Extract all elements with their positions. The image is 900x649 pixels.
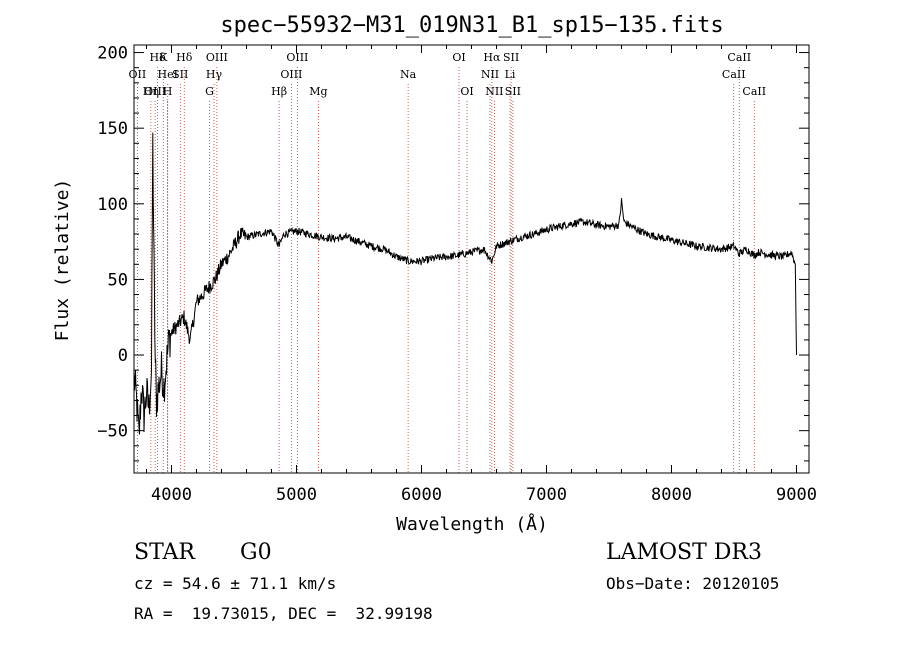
- y-tick-label: 200: [97, 44, 128, 64]
- spectral-line-label: CaII: [742, 85, 766, 98]
- spectral-line-label: OIII: [206, 51, 228, 64]
- spectral-line-label: Hβ: [271, 85, 287, 98]
- spectral-line-label: SII: [503, 51, 519, 64]
- spectral-line-label: OI: [460, 85, 473, 98]
- plot-frame: [133, 44, 810, 474]
- y-tick-label: −50: [97, 422, 128, 442]
- survey-name: LAMOST DR3: [606, 540, 762, 565]
- y-tick-label: 150: [97, 119, 128, 139]
- coordinates: RA = 19.73015, DEC = 32.99198: [134, 604, 433, 623]
- object-class: STAR: [134, 540, 195, 565]
- x-tick-label: 6000: [401, 485, 442, 505]
- spectral-line-label: OI: [452, 51, 465, 64]
- redshift-readout: cz = 54.6 ± 71.1 km/s: [134, 574, 337, 593]
- spectral-line-label: OIII: [280, 68, 302, 81]
- y-tick-label: 100: [97, 195, 128, 215]
- spectral-line-label: OIII: [144, 85, 166, 98]
- x-tick-label: 4000: [151, 485, 192, 505]
- x-tick-label: 9000: [776, 485, 817, 505]
- spectral-line-label: K: [159, 51, 168, 64]
- spectral-line-label: HeI: [158, 68, 178, 81]
- object-subclass: G0: [240, 540, 272, 565]
- spectrum-line: [133, 132, 797, 435]
- spectral-line-label: Na: [400, 68, 417, 81]
- spectral-line-label: Li: [505, 68, 516, 81]
- x-tick-label: 8000: [651, 485, 692, 505]
- spectral-line-label: Hα: [483, 51, 501, 64]
- spectral-line-label: NII: [485, 85, 503, 98]
- spectral-line-label: Hδ: [176, 51, 193, 64]
- spectral-line-label: NII: [481, 68, 499, 81]
- y-tick-label: 0: [118, 346, 128, 366]
- chart-title: spec−55932−M31_019N31_B1_sp15−135.fits: [220, 13, 723, 38]
- y-tick-label: 50: [108, 270, 128, 290]
- x-tick-label: 7000: [526, 485, 567, 505]
- x-axis-label: Wavelength (Å): [396, 513, 548, 535]
- spectral-line-label: CaII: [722, 68, 746, 81]
- spectral-line-label: H: [163, 85, 173, 98]
- spectral-line-label: Mg: [309, 85, 327, 98]
- spectral-line-label: Hη: [143, 85, 159, 98]
- spectral-line-label: OII: [129, 68, 147, 81]
- spectral-line-label: OIII: [286, 51, 308, 64]
- spectral-line-label: SII: [172, 68, 188, 81]
- spectral-line-label: G: [205, 85, 214, 98]
- y-axis-label: Flux (relative): [52, 179, 73, 342]
- spectral-line-label: CaII: [727, 51, 751, 64]
- spectral-line-label: SII: [505, 85, 521, 98]
- spectral-line-label: Hδ: [150, 51, 167, 64]
- spectral-line-label: Hγ: [206, 68, 223, 81]
- obs-date: Obs−Date: 20120105: [606, 574, 780, 593]
- x-tick-label: 5000: [276, 485, 317, 505]
